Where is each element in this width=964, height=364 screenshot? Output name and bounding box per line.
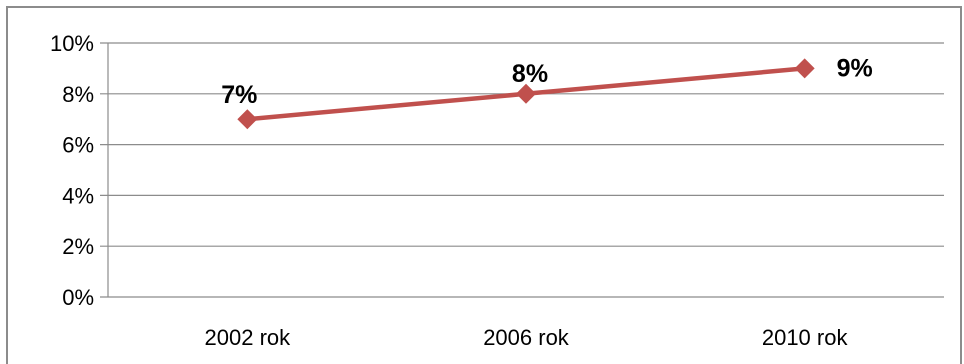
y-tick-label: 10% [50, 31, 94, 56]
x-tick-label: 2006 rok [483, 325, 570, 350]
y-tick-label: 8% [62, 82, 94, 107]
x-tick-label: 2010 rok [762, 325, 849, 350]
series-layer [237, 58, 815, 130]
data-label: 7% [221, 81, 257, 109]
y-tick-label: 2% [62, 234, 94, 259]
data-labels: 7% 8% 9% [221, 54, 872, 109]
y-tick-label: 0% [62, 285, 94, 310]
data-point-marker [794, 58, 815, 79]
y-axis-tick-labels: 0% 2% 4% 6% 8% 10% [50, 31, 94, 310]
y-tick-label: 4% [62, 183, 94, 208]
x-axis-tick-labels: 2002 rok 2006 rok 2010 rok [205, 325, 849, 350]
data-label: 9% [837, 54, 873, 82]
y-tick-label: 6% [62, 133, 94, 158]
data-point-marker [516, 83, 536, 104]
x-tick-label: 2002 rok [205, 325, 292, 350]
data-point-marker [237, 109, 258, 130]
data-label: 8% [512, 60, 548, 88]
